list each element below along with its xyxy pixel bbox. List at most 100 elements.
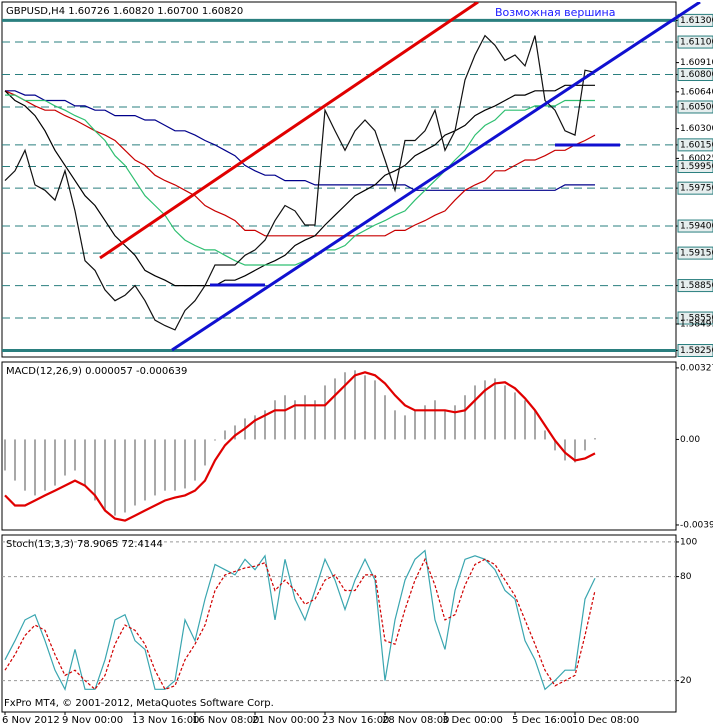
- y-tick-label: 1.61100: [680, 38, 713, 48]
- level-label-box: [677, 13, 713, 27]
- y-tick-label: 1.58850: [680, 281, 713, 291]
- x-tick-label: 28 Nov 08:00: [382, 715, 449, 726]
- histogram-bar: [354, 370, 356, 440]
- histogram-bar: [304, 395, 306, 440]
- histogram-bar: [404, 415, 406, 440]
- histogram-bar: [34, 439, 36, 496]
- level-label-box: [677, 35, 713, 49]
- histogram-bar: [14, 439, 16, 481]
- y-tick-label: 100: [680, 537, 697, 547]
- panel-plot: [4, 370, 596, 522]
- y-tick-label: 1.60300: [680, 124, 713, 134]
- y-tick-label: 1.60025: [680, 154, 713, 164]
- histogram-bar: [74, 439, 76, 471]
- histogram-bar: [84, 439, 86, 486]
- histogram-bar: [204, 439, 206, 466]
- histogram-bar: [94, 439, 96, 501]
- level-label-box: [677, 181, 713, 195]
- panel-plot: [2, 541, 676, 691]
- histogram-bar: [474, 385, 476, 440]
- series-line: [4, 549, 596, 691]
- histogram-bar: [484, 380, 486, 440]
- histogram-bar: [374, 380, 376, 440]
- y-tick-label: 1.59400: [680, 222, 713, 232]
- level-label-box: [677, 344, 713, 358]
- histogram-bar: [254, 415, 256, 440]
- x-tick-label: 3 Dec 00:00: [442, 715, 503, 726]
- series-line: [4, 34, 596, 331]
- series-line: [4, 557, 596, 691]
- histogram-bar: [324, 385, 326, 440]
- series-line: [4, 84, 595, 287]
- histogram-bar: [454, 405, 456, 440]
- series-line: [5, 94, 595, 266]
- histogram-bar: [564, 439, 566, 461]
- panel-frame: [1, 1, 677, 358]
- x-tick-label: 13 Nov 16:00: [132, 715, 199, 726]
- histogram-bar: [514, 392, 516, 440]
- panel-title: GBPUSD,H4 1.60726 1.60820 1.60700 1.6082…: [6, 6, 243, 17]
- histogram-bar: [54, 439, 56, 486]
- histogram-bar: [194, 439, 196, 481]
- y-tick-label: 1.60500: [680, 102, 713, 112]
- histogram-bar: [164, 439, 166, 491]
- histogram-bar: [264, 410, 266, 440]
- y-tick-label: 1.59950: [680, 162, 713, 172]
- histogram-bar: [554, 439, 556, 451]
- histogram-bar: [494, 378, 496, 440]
- series-line: [4, 371, 596, 522]
- x-tick-label: 5 Dec 16:00: [512, 715, 573, 726]
- series-line: [4, 90, 596, 237]
- histogram-bar: [584, 439, 586, 451]
- histogram-bar: [214, 439, 216, 441]
- y-tick-label: 1.59150: [680, 249, 713, 259]
- y-tick-label: 1.59750: [680, 184, 713, 194]
- level-label-box: [677, 138, 713, 152]
- level-label-box: [677, 68, 713, 82]
- histogram-bar: [424, 405, 426, 440]
- histogram-bar: [464, 395, 466, 440]
- histogram-bar: [544, 430, 546, 440]
- y-tick-label: 80: [680, 572, 692, 582]
- histogram-bar: [104, 439, 106, 511]
- footer: FxPro MT4, © 2001-2012, MetaQuotes Softw…: [4, 698, 274, 709]
- level-label-box: [677, 246, 713, 260]
- y-tick-label: 1.61300: [680, 16, 713, 26]
- y-tick-label: -0.00391: [680, 520, 713, 530]
- panel-title: Stoch(13,3,3) 78.9065 72.4144: [6, 539, 163, 550]
- x-tick-label: 6 Nov 2012: [2, 715, 60, 726]
- level-label-box: [677, 219, 713, 233]
- histogram-bar: [274, 400, 276, 440]
- histogram-bar: [114, 439, 116, 516]
- histogram-bar: [64, 439, 66, 476]
- histogram-bar: [574, 439, 576, 463]
- histogram-bar: [434, 400, 436, 440]
- level-label-box: [677, 311, 713, 325]
- level-label-box: [677, 100, 713, 114]
- level-label-box: [677, 279, 713, 293]
- panel-title: MACD(12,26,9) 0.000057 -0.000639: [6, 366, 187, 377]
- histogram-bar: [144, 439, 146, 501]
- histogram-bar: [44, 439, 46, 491]
- y-tick-label: 1.60800: [680, 70, 713, 80]
- histogram-bar: [364, 375, 366, 440]
- x-tick-label: 9 Nov 00:00: [62, 715, 123, 726]
- histogram-bar: [234, 425, 236, 440]
- histogram-bar: [384, 395, 386, 440]
- panel-frame: [1, 534, 677, 713]
- histogram-bar: [224, 430, 226, 440]
- y-tick-label: 1.60150: [680, 140, 713, 150]
- level-label-box: [677, 160, 713, 174]
- y-tick-label: 1.60910: [680, 58, 713, 68]
- histogram-bar: [394, 410, 396, 440]
- histogram-bar: [594, 438, 596, 440]
- histogram-bar: [124, 439, 126, 513]
- trend-line: [171, 2, 701, 352]
- annotation: Возможная вершина: [495, 6, 616, 19]
- histogram-bar: [334, 378, 336, 440]
- histogram-bar: [284, 395, 286, 440]
- x-tick-label: 21 Nov 00:00: [252, 715, 319, 726]
- histogram-bar: [344, 372, 346, 440]
